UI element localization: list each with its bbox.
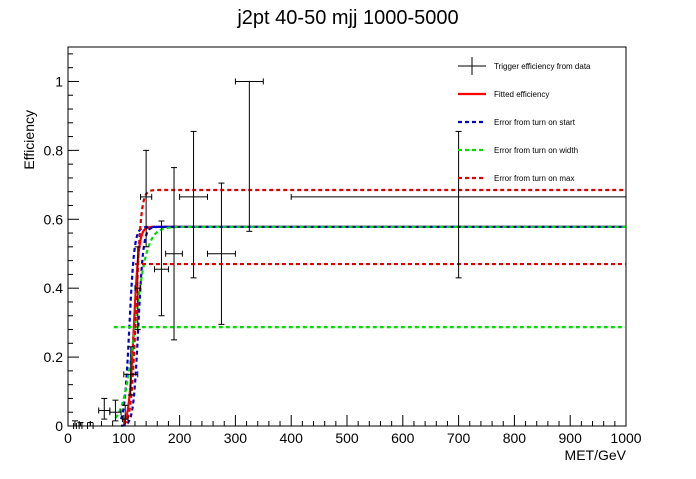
x-tick-label: 700 xyxy=(447,430,471,446)
x-tick-label: 500 xyxy=(335,430,359,446)
y-tick-label: 0.8 xyxy=(44,142,64,158)
x-tick-label: 100 xyxy=(112,430,136,446)
y-tick-label: 0.6 xyxy=(44,211,64,227)
data-point xyxy=(98,397,111,420)
x-tick-label: 800 xyxy=(503,430,527,446)
data-point xyxy=(179,130,208,279)
legend-label: Error from turn on start xyxy=(494,118,576,127)
x-tick-label: 200 xyxy=(168,430,192,446)
legend-label: Error from turn on width xyxy=(494,146,578,155)
y-tick-label: 0 xyxy=(55,418,63,434)
data-point xyxy=(77,422,84,429)
legend-entry: Error from turn on max xyxy=(458,174,574,183)
fit-curve xyxy=(114,225,626,419)
y-tick-label: 0.2 xyxy=(44,349,64,365)
data-point xyxy=(207,182,236,325)
x-tick-label: 900 xyxy=(559,430,583,446)
axis-ticks: 0 100 200 300 400 500 600 700 800 900 1000 0 0.2 0.4 0… xyxy=(44,53,642,446)
fit-curve xyxy=(119,225,626,420)
plot-frame xyxy=(67,46,627,427)
chart-title: j2pt 40-50 mjj 1000-5000 xyxy=(236,7,458,29)
legend-entry: Error from turn on width xyxy=(458,146,578,155)
legend-label: Trigger efficiency from data xyxy=(494,62,591,71)
data-point xyxy=(134,246,142,331)
x-tick-label: 400 xyxy=(280,430,304,446)
x-tick-label: 0 xyxy=(64,430,72,446)
x-tick-label: 600 xyxy=(391,430,415,446)
data-point xyxy=(140,149,153,248)
fit-curve xyxy=(123,188,626,426)
data-point xyxy=(71,420,78,429)
data-point xyxy=(123,346,139,396)
data-point xyxy=(234,78,264,232)
legend-label: Fitted efficiency xyxy=(494,90,549,99)
y-tick-label: 0.4 xyxy=(44,280,64,296)
x-tick-label: 300 xyxy=(224,430,248,446)
fit-curve xyxy=(122,225,626,424)
fit-curves xyxy=(113,188,626,427)
data-point xyxy=(109,399,122,422)
data-points xyxy=(71,78,627,429)
legend-entry: Error from turn on start xyxy=(458,118,576,127)
data-point xyxy=(290,130,627,279)
legend-entry: Trigger efficiency from data xyxy=(458,57,591,75)
legend-label: Error from turn on max xyxy=(494,174,574,183)
y-axis-label: Efficiency xyxy=(21,110,37,170)
x-axis-label: MET/GeV xyxy=(565,447,627,463)
y-tick-label: 1 xyxy=(55,73,63,89)
data-point xyxy=(153,220,169,317)
data-point xyxy=(165,167,183,341)
x-tick-label: 1000 xyxy=(610,430,641,446)
legend-entry: Fitted efficiency xyxy=(458,90,549,99)
legend: Trigger efficiency from data Fitted effic… xyxy=(458,57,591,183)
data-point xyxy=(87,422,94,429)
data-point xyxy=(121,404,129,427)
